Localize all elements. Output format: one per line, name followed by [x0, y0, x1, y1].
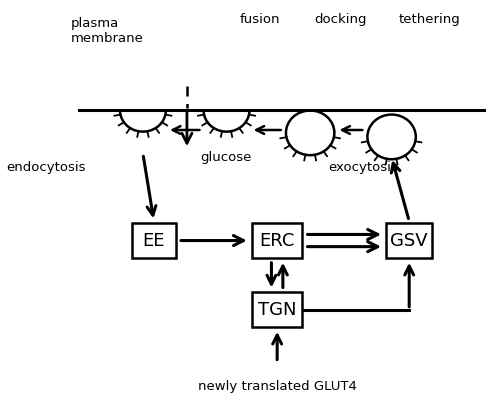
Bar	[252, 223, 302, 258]
Text: glucose: glucose	[200, 151, 252, 164]
Text: endocytosis: endocytosis	[6, 161, 86, 174]
Text: plasma
membrane: plasma membrane	[70, 17, 143, 45]
Text: newly translated GLUT4: newly translated GLUT4	[198, 380, 356, 393]
Text: GSV: GSV	[390, 232, 428, 250]
Text: exocytosis: exocytosis	[328, 161, 398, 174]
Text: tethering: tethering	[398, 13, 460, 26]
Text: docking: docking	[314, 13, 367, 26]
Text: fusion: fusion	[240, 13, 280, 26]
Bar	[132, 223, 176, 258]
Text: EE: EE	[142, 232, 165, 250]
Text: ERC: ERC	[260, 232, 295, 250]
Bar	[252, 293, 302, 327]
Text: TGN: TGN	[258, 301, 296, 318]
Bar	[386, 223, 432, 258]
